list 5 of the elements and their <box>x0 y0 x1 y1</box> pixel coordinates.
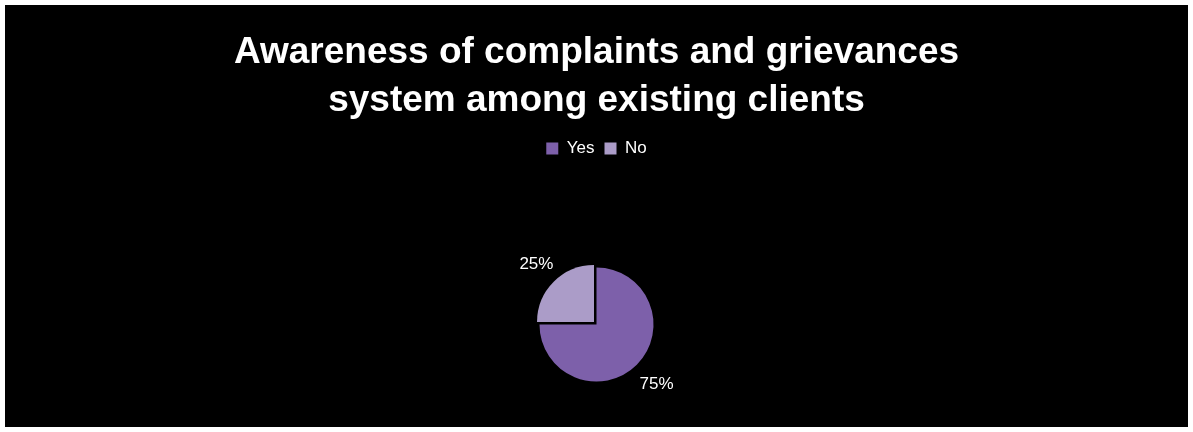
data-label: 25% <box>519 254 554 274</box>
data-label: 75% <box>639 374 674 394</box>
legend-label: No <box>625 138 647 158</box>
chart-title: Awareness of complaints and grievances system among existing clients <box>232 29 961 121</box>
legend-label: Yes <box>566 138 595 158</box>
